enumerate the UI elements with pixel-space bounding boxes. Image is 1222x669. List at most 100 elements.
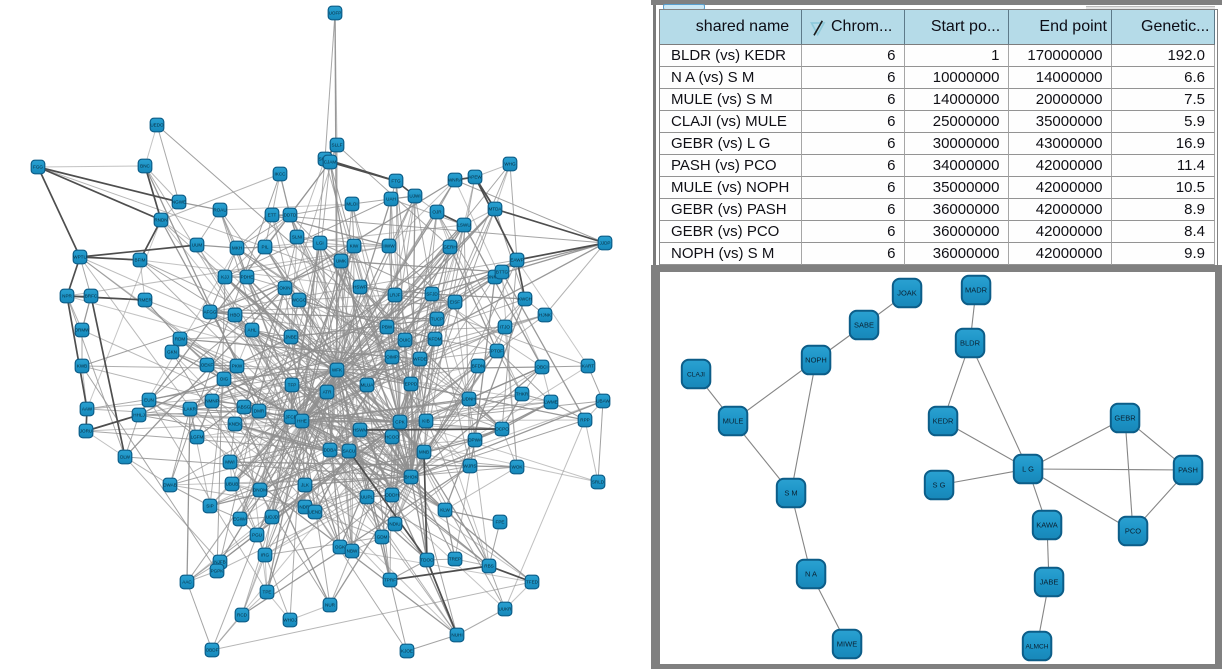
svg-text:UEDO: UEDO: [150, 123, 164, 128]
svg-text:DWAB: DWAB: [163, 483, 177, 488]
svg-text:RNDN: RNDN: [154, 218, 167, 223]
svg-text:SRLD: SRLD: [592, 480, 605, 485]
svg-text:TREP: TREP: [449, 557, 461, 562]
svg-text:KAWA: KAWA: [1036, 521, 1058, 530]
svg-text:MNB: MNB: [419, 450, 429, 455]
svg-text:UUM: UUM: [192, 243, 203, 248]
svg-text:PBW: PBW: [382, 325, 393, 330]
svg-text:TPRF: TPRF: [384, 578, 396, 583]
svg-text:JNBE: JNBE: [285, 335, 297, 340]
svg-text:TPE: TPE: [263, 590, 272, 595]
svg-text:WJRS: WJRS: [463, 464, 476, 469]
svg-text:FGG: FGG: [33, 165, 43, 170]
svg-text:MADR: MADR: [965, 286, 988, 295]
svg-text:MULE: MULE: [723, 417, 744, 426]
svg-text:OIMP: OIMP: [386, 355, 398, 360]
svg-text:UBUB: UBUB: [226, 482, 239, 487]
svg-text:DDBA: DDBA: [324, 448, 338, 453]
svg-text:AAW: AAW: [82, 407, 93, 412]
svg-text:UUKR: UUKR: [498, 607, 512, 612]
svg-text:OUIC: OUIC: [399, 338, 411, 343]
svg-text:L G: L G: [1022, 465, 1034, 474]
svg-text:EPPD: EPPD: [405, 382, 418, 387]
svg-text:NUR: NUR: [325, 603, 336, 608]
svg-text:KIB: KIB: [422, 419, 429, 424]
svg-text:DMR: DMR: [254, 409, 265, 414]
svg-text:AFGG: AFGG: [203, 310, 216, 315]
svg-text:EISF: EISF: [450, 300, 460, 305]
svg-text:SFJD: SFJD: [426, 292, 438, 297]
svg-text:WOK: WOK: [512, 465, 524, 470]
svg-text:JFCB: JFCB: [285, 415, 296, 420]
svg-text:RPP: RPP: [580, 418, 589, 423]
svg-text:GEBR: GEBR: [1114, 414, 1136, 423]
svg-text:DNOM: DNOM: [253, 488, 267, 493]
svg-text:OIG: OIG: [220, 377, 229, 382]
svg-text:ROAU: ROAU: [213, 208, 226, 213]
svg-text:HHLJ: HHLJ: [133, 413, 145, 418]
svg-text:BNC: BNC: [140, 164, 150, 169]
svg-text:UDJD: UDJD: [266, 515, 279, 520]
svg-text:NDIU: NDIU: [389, 522, 400, 527]
svg-text:S M: S M: [784, 489, 797, 498]
svg-text:KWB: KWB: [77, 364, 87, 369]
svg-text:JORU: JORU: [80, 429, 93, 434]
svg-text:KFDM: KFDM: [428, 337, 441, 342]
svg-text:UMK: UMK: [336, 259, 347, 264]
svg-text:KEDR: KEDR: [933, 417, 954, 426]
svg-text:FTG: FTG: [391, 179, 401, 184]
svg-text:DDTD: DDTD: [284, 213, 297, 218]
svg-text:PASH: PASH: [1178, 466, 1198, 475]
svg-text:OCPO: OCPO: [495, 427, 509, 432]
svg-text:JOAK: JOAK: [897, 289, 917, 298]
svg-text:DPWA: DPWA: [468, 438, 483, 443]
svg-text:BFIM: BFIM: [135, 258, 146, 263]
svg-text:PDHE: PDHE: [241, 275, 254, 280]
svg-text:JLK: JLK: [301, 483, 310, 488]
svg-text:EAWP: EAWP: [510, 258, 523, 263]
svg-text:THKR: THKR: [516, 392, 529, 397]
svg-text:BTTG: BTTG: [496, 270, 509, 275]
svg-text:NGWE: NGWE: [172, 200, 186, 205]
svg-text:OGK: OGK: [335, 545, 346, 550]
svg-text:MLOI: MLOI: [346, 202, 357, 207]
svg-text:WNRA: WNRA: [448, 178, 463, 183]
svg-text:CJAM: CJAM: [324, 160, 337, 165]
svg-text:SIP: SIP: [206, 504, 213, 509]
svg-text:WHOJ: WHOJ: [283, 618, 297, 623]
svg-text:RMER: RMER: [138, 298, 152, 303]
svg-text:GERH: GERH: [443, 245, 456, 250]
svg-text:WFDE: WFDE: [413, 357, 427, 362]
svg-text:SLLF: SLLF: [332, 143, 343, 148]
svg-text:UDNH: UDNH: [462, 397, 475, 402]
svg-text:MLUA: MLUA: [361, 383, 375, 388]
svg-text:NPR: NPR: [62, 294, 72, 299]
svg-text:UUPL: UUPL: [361, 495, 374, 500]
svg-text:WCGO: WCGO: [292, 298, 307, 303]
svg-text:MIWE: MIWE: [837, 640, 857, 649]
svg-text:ITJO: ITJO: [500, 325, 510, 330]
svg-text:LAKR: LAKR: [184, 407, 197, 412]
svg-text:RDM: RDM: [175, 337, 186, 342]
svg-text:CPK: CPK: [395, 420, 405, 425]
svg-text:KLW: KLW: [440, 508, 450, 513]
svg-text:ETT: ETT: [268, 213, 277, 218]
svg-text:LRJF: LRJF: [390, 293, 401, 298]
svg-text:S G: S G: [933, 481, 946, 490]
svg-text:GDM: GDM: [377, 535, 388, 540]
svg-text:ALMCH: ALMCH: [1025, 644, 1048, 651]
svg-text:SLNI: SLNI: [292, 235, 302, 240]
svg-text:MWI: MWI: [225, 460, 234, 465]
svg-text:BRFC: BRFC: [85, 294, 98, 299]
svg-text:FPE: FPE: [496, 520, 505, 525]
svg-text:OBCI: OBCI: [536, 365, 547, 370]
svg-text:KART: KART: [582, 364, 594, 369]
svg-text:TFP: TFP: [288, 383, 297, 388]
svg-text:KJOE: KJOE: [401, 649, 413, 654]
svg-text:AHL: AHL: [248, 328, 257, 333]
svg-text:BFDN: BFDN: [472, 364, 485, 369]
svg-text:UAH: UAH: [386, 197, 396, 202]
svg-text:EUN: EUN: [144, 398, 154, 403]
svg-text:KNEK: KNEK: [229, 422, 242, 427]
svg-text:RCD: RCD: [237, 613, 248, 618]
